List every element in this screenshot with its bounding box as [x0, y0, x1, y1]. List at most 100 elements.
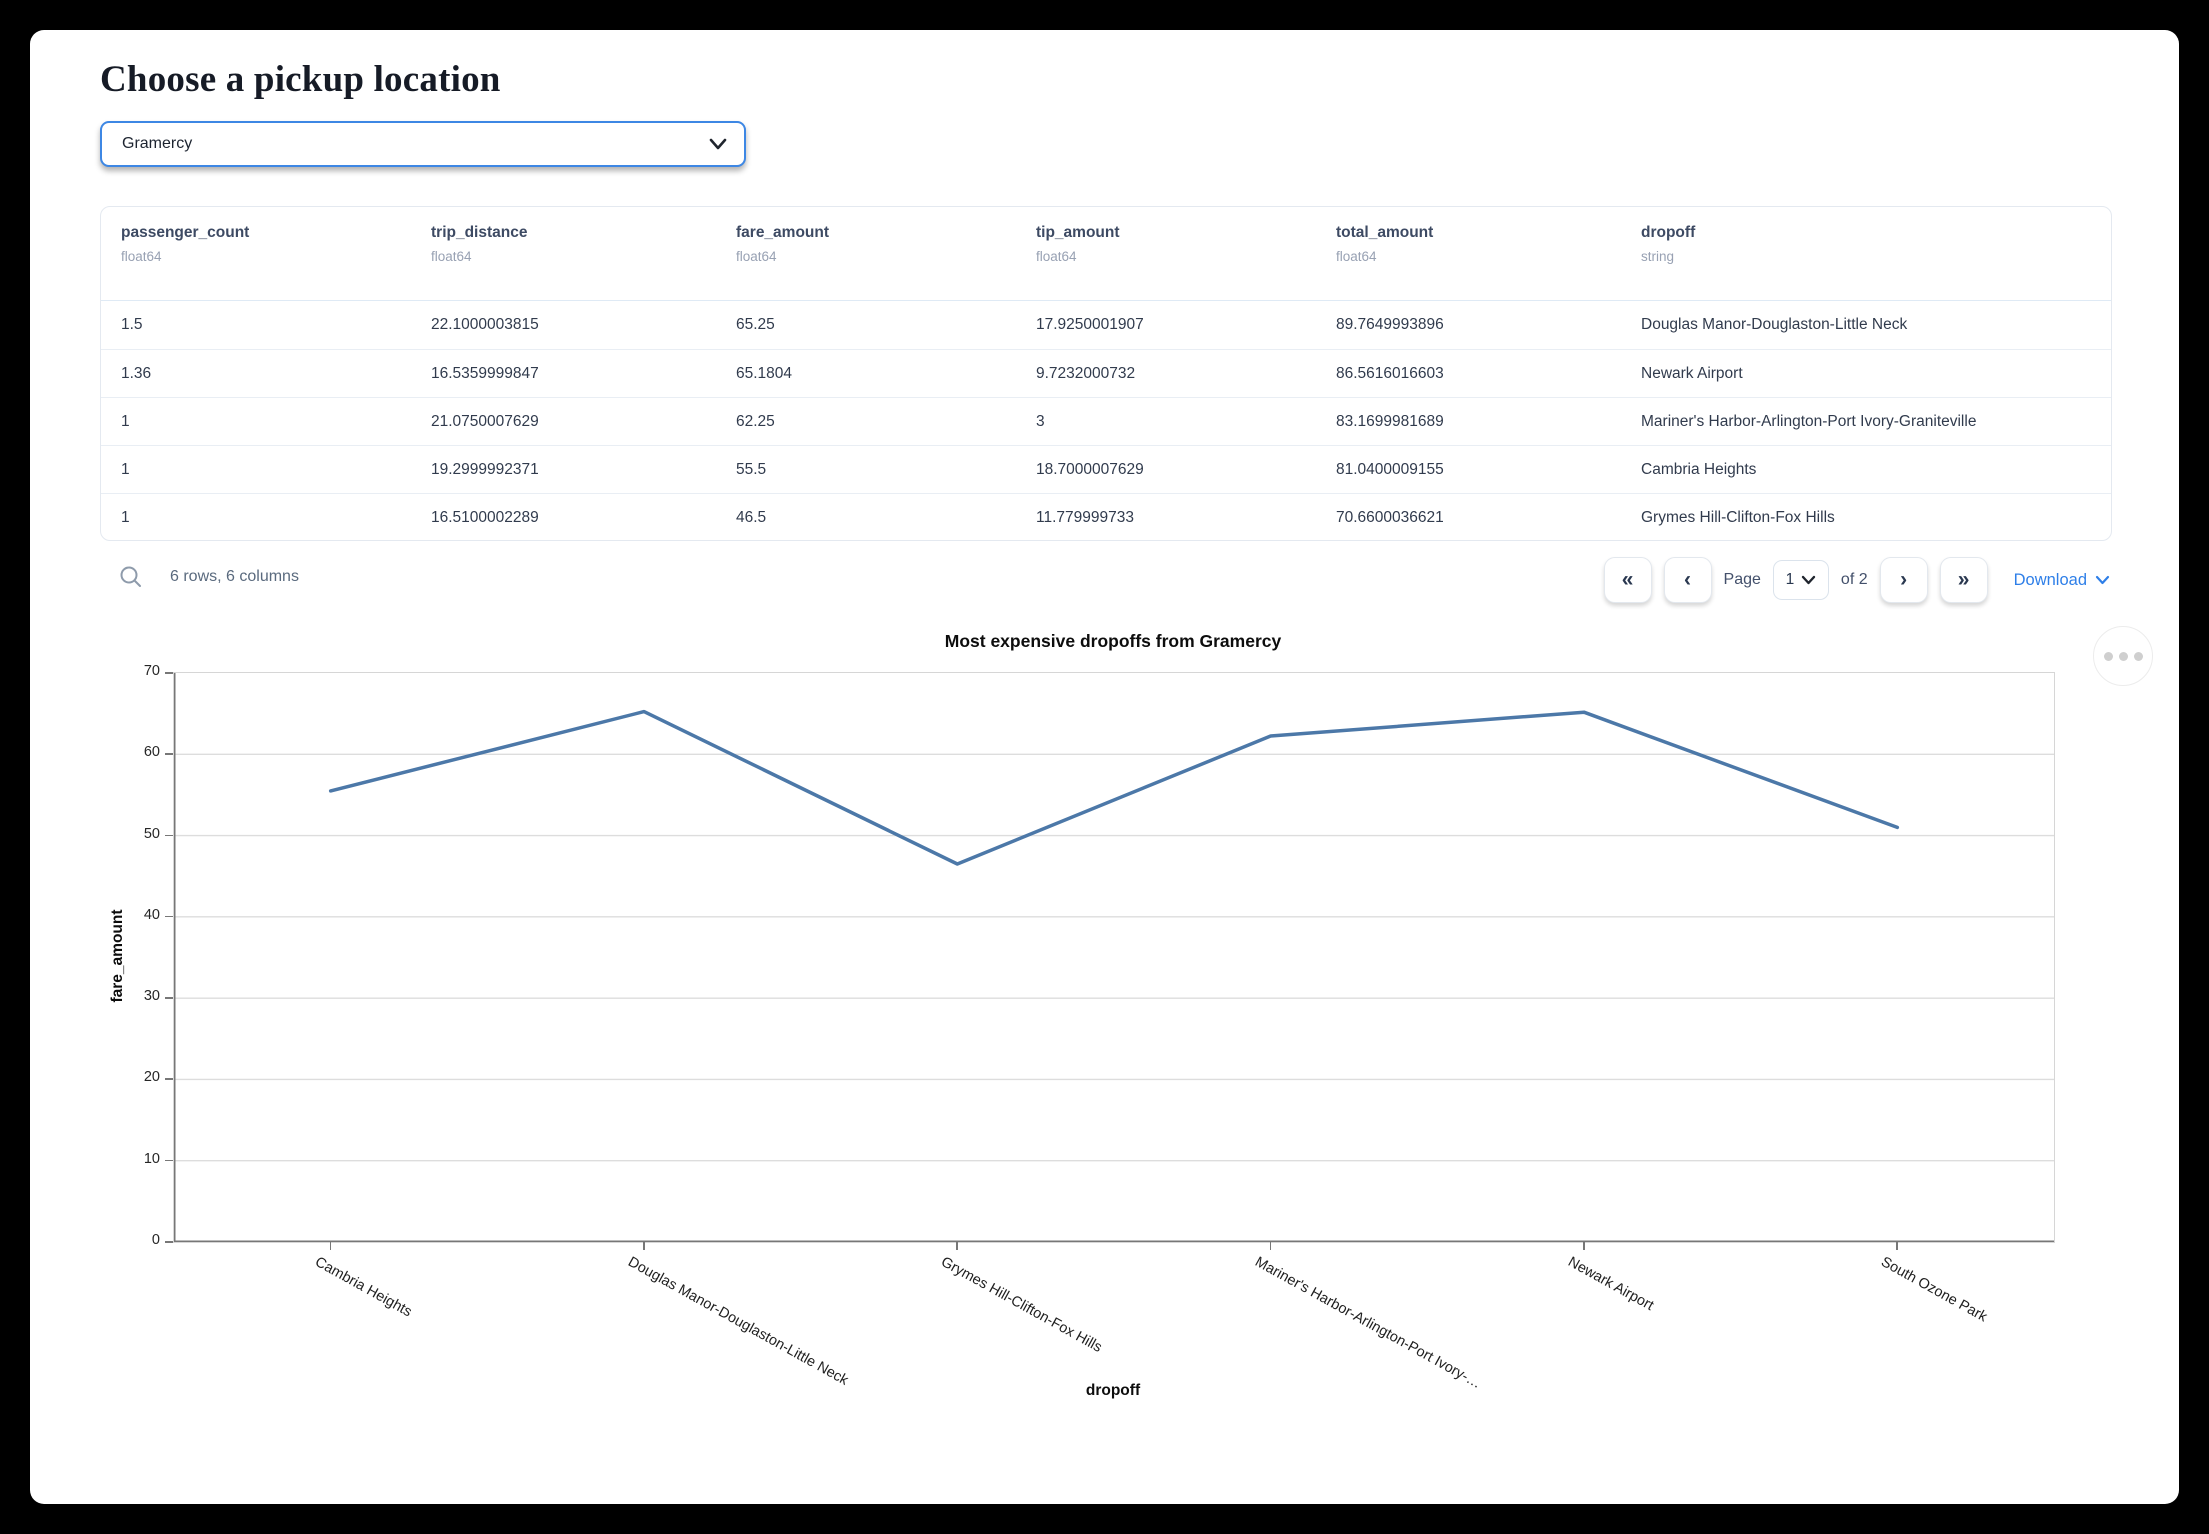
column-header-fare_amount[interactable]: fare_amount float64 — [736, 224, 1036, 300]
prev-page-button[interactable]: ‹ — [1663, 557, 1712, 603]
table-cell: 1 — [121, 460, 130, 478]
table-cell: 19.2999992371 — [431, 460, 539, 478]
notebook-card: Choose a pickup location Gramercy passen… — [30, 30, 2179, 1504]
table-cell: 18.7000007629 — [1036, 460, 1144, 478]
table-cell: 3 — [1036, 412, 1045, 430]
x-tick-label: Mariner's Harbor-Arlington-Port Ivory-… — [1251, 1254, 1484, 1392]
y-tick-mark — [165, 1241, 173, 1243]
chevron-down-icon — [1802, 575, 1816, 585]
y-tick-label: 40 — [143, 906, 160, 923]
column-type: float64 — [736, 249, 777, 264]
table-cell: 9.7232000732 — [1036, 364, 1136, 382]
x-tick-mark — [1583, 1242, 1585, 1250]
page-total-label: of 2 — [1840, 571, 1868, 588]
page-select[interactable]: 1 — [1772, 560, 1829, 600]
column-type: float64 — [1036, 249, 1077, 264]
first-page-button[interactable]: « — [1603, 557, 1652, 603]
page-label: Page — [1723, 571, 1761, 588]
y-tick-label: 50 — [143, 825, 160, 842]
table-cell: 17.9250001907 — [1036, 316, 1144, 333]
table-cell: 1.36 — [121, 364, 152, 382]
column-header-dropoff[interactable]: dropoff string — [1641, 224, 2111, 300]
table-body: 1.5 22.1000003815 65.25 17.9250001907 89.764… — [101, 301, 2111, 540]
x-tick-mark — [329, 1242, 332, 1250]
last-page-button[interactable]: » — [1939, 557, 1988, 603]
table-cell: 16.5100002289 — [431, 508, 539, 526]
table-cell: 55.5 — [736, 460, 767, 478]
y-tick-label: 10 — [143, 1150, 160, 1167]
y-tick-mark — [165, 997, 173, 999]
column-name: trip_distance — [431, 224, 528, 241]
y-tick-label: 60 — [143, 744, 160, 761]
x-axis-title: dropoff — [1085, 1382, 1141, 1399]
chart-title: Most expensive dropoffs from Gramercy — [944, 631, 1282, 651]
column-header-trip_distance[interactable]: trip_distance float64 — [431, 224, 736, 300]
x-tick-mark — [1896, 1242, 1898, 1250]
table-cell: 21.0750007629 — [431, 412, 539, 430]
column-type: float64 — [1336, 249, 1377, 264]
y-tick-mark — [165, 1159, 173, 1162]
chevron-down-icon — [709, 138, 727, 150]
data-table: passenger_count float64 trip_distance float… — [100, 206, 2112, 541]
download-button[interactable]: Download — [2014, 571, 2110, 590]
search-icon[interactable] — [118, 564, 144, 595]
table-row: 1 19.2999992371 55.5 18.7000007629 81.040000… — [101, 445, 2111, 493]
download-label: Download — [2013, 570, 2087, 589]
table-cell: 1 — [121, 508, 130, 526]
y-tick-mark — [165, 1078, 173, 1080]
y-tick-mark — [165, 834, 173, 837]
column-header-passenger_count[interactable]: passenger_count float64 — [121, 224, 431, 300]
table-cell: 11.779999733 — [1036, 508, 1134, 526]
table-cell: 62.25 — [736, 412, 775, 430]
page-title: Choose a pickup location — [100, 59, 501, 100]
column-name: dropoff — [1641, 224, 1696, 241]
table-cell: 70.6600036621 — [1336, 508, 1444, 526]
page-select-value: 1 — [1785, 571, 1795, 588]
x-tick-label: Newark Airport — [1565, 1254, 1657, 1315]
pickup-location-value: Gramercy — [122, 135, 193, 152]
pagination: « ‹ Page 1 of 2 › » Download — [1603, 556, 2110, 604]
table-row: 1.5 22.1000003815 65.25 17.9250001907 89.764… — [101, 301, 2111, 349]
table-row: 1 21.0750007629 62.25 3 83.1699981689 Mariner… — [101, 397, 2111, 445]
x-tick-label: Grymes Hill-Clifton-Fox Hills — [938, 1254, 1105, 1356]
chart-plot-area — [173, 672, 2055, 1243]
column-type: float64 — [121, 249, 162, 264]
table-cell: 1 — [121, 412, 130, 430]
y-tick-label: 30 — [143, 988, 160, 1005]
table-summary: 6 rows, 6 columns — [170, 568, 299, 585]
column-name: fare_amount — [736, 224, 830, 241]
table-cell: Douglas Manor-Douglaston-Little Neck — [1641, 316, 1908, 333]
table-row: 1 16.5100002289 46.5 11.779999733 70.6600036… — [101, 493, 2111, 540]
x-tick-label: South Ozone Park — [1878, 1254, 1990, 1326]
next-page-button[interactable]: › — [1879, 557, 1928, 603]
chevron-left-icon: ‹ — [1684, 568, 1692, 591]
y-tick-label: 70 — [143, 663, 160, 679]
double-chevron-right-icon: » — [1957, 568, 1970, 591]
table-cell: 86.5616016603 — [1336, 364, 1444, 382]
table-cell: 22.1000003815 — [431, 316, 539, 333]
x-tick-label: Cambria Heights — [311, 1254, 415, 1321]
chart-actions-button[interactable] — [2093, 626, 2153, 686]
table-cell: 65.25 — [736, 316, 775, 333]
table-cell: Mariner's Harbor-Arlington-Port Ivory-Gr… — [1641, 412, 1977, 430]
y-tick-mark — [165, 753, 173, 755]
y-tick-label: 0 — [151, 1232, 160, 1248]
column-header-total_amount[interactable]: total_amount float64 — [1336, 224, 1641, 300]
column-type: string — [1641, 249, 1675, 264]
x-tick-label: Douglas Manor-Douglaston-Little Neck — [625, 1254, 851, 1389]
y-tick-mark — [165, 915, 173, 918]
table-row: 1.36 16.5359999847 65.1804 9.7232000732 86.5… — [101, 349, 2111, 397]
table-cell: 81.0400009155 — [1336, 460, 1444, 478]
y-tick-label: 20 — [143, 1069, 160, 1086]
table-footer: 6 rows, 6 columns « ‹ Page 1 of 2 › » Do… — [100, 554, 2112, 606]
x-tick-mark — [1269, 1242, 1272, 1250]
column-name: passenger_count — [121, 224, 250, 241]
column-header-tip_amount[interactable]: tip_amount float64 — [1036, 224, 1336, 300]
column-name: tip_amount — [1036, 224, 1120, 241]
y-tick-mark — [165, 672, 173, 674]
table-cell: 83.1699981689 — [1336, 412, 1444, 430]
pickup-location-select[interactable]: Gramercy — [100, 121, 746, 167]
table-cell: 65.1804 — [736, 364, 793, 382]
table-cell: 89.7649993896 — [1336, 316, 1444, 333]
